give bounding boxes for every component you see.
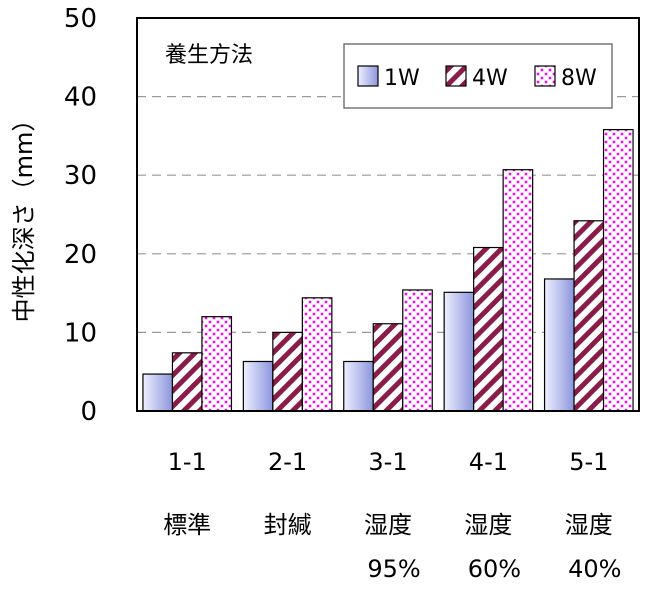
category-name: 湿度 xyxy=(464,511,512,539)
category-code: 1-1 xyxy=(168,448,207,476)
plot-frame xyxy=(136,17,640,412)
bars xyxy=(142,129,634,412)
category-code: 2-1 xyxy=(268,448,307,476)
bar-4w-4 xyxy=(473,246,504,412)
category-humidity: 40% xyxy=(568,555,621,583)
bar-4w-5 xyxy=(573,220,605,412)
legend-box xyxy=(343,43,613,109)
legend-swatch-8w xyxy=(534,65,556,87)
y-tick-label: 30 xyxy=(64,161,97,191)
category-name: 封緘 xyxy=(264,511,312,539)
legend-title: 養生方法 xyxy=(165,43,253,68)
bar-1w-3 xyxy=(343,360,374,412)
bar-4w-3 xyxy=(372,323,404,412)
category-name: 標準 xyxy=(163,511,211,539)
y-tick-label: 0 xyxy=(80,397,97,427)
bar-1w-4 xyxy=(443,291,475,412)
y-tick-label: 20 xyxy=(64,240,97,270)
category-code: 4-1 xyxy=(469,448,508,476)
y-tick-label: 40 xyxy=(64,83,97,113)
legend-label-8w: 8W xyxy=(561,66,597,91)
category-humidity: 60% xyxy=(468,555,521,583)
bar-1w-2 xyxy=(242,360,274,412)
bar-1w-1 xyxy=(142,373,174,412)
category-code: 3-1 xyxy=(368,448,407,476)
category-name: 湿度 xyxy=(364,511,412,539)
category-humidity: 95% xyxy=(367,555,420,583)
legend-label-1w: 1W xyxy=(384,66,420,91)
category-name: 湿度 xyxy=(565,511,613,539)
legend: 1W 4W 8W xyxy=(343,43,613,109)
legend-label-4w: 4W xyxy=(472,66,508,91)
bar-8w-4 xyxy=(502,169,534,412)
bar-8w-1 xyxy=(201,316,233,412)
y-axis-ticks: 0 10 20 30 40 50 xyxy=(64,4,97,427)
bar-8w-5 xyxy=(602,129,634,412)
y-axis-label: 中性化深さ（mm） xyxy=(10,108,38,323)
legend-swatch-4w xyxy=(445,65,467,87)
bar-8w-3 xyxy=(402,289,433,412)
bar-4w-1 xyxy=(171,352,203,412)
y-tick-label: 10 xyxy=(64,318,97,348)
bar-8w-2 xyxy=(301,297,333,412)
x-axis-categories: 1-1 標準 2-1 封緘 3-1 湿度 95% 4-1 湿度 60% 5-1 湿度 40% xyxy=(163,448,621,583)
y-tick-label: 50 xyxy=(64,4,97,34)
bar-1w-5 xyxy=(543,278,575,412)
category-code: 5-1 xyxy=(569,448,608,476)
legend-swatch-1w xyxy=(357,65,379,87)
bar-4w-2 xyxy=(272,331,303,412)
